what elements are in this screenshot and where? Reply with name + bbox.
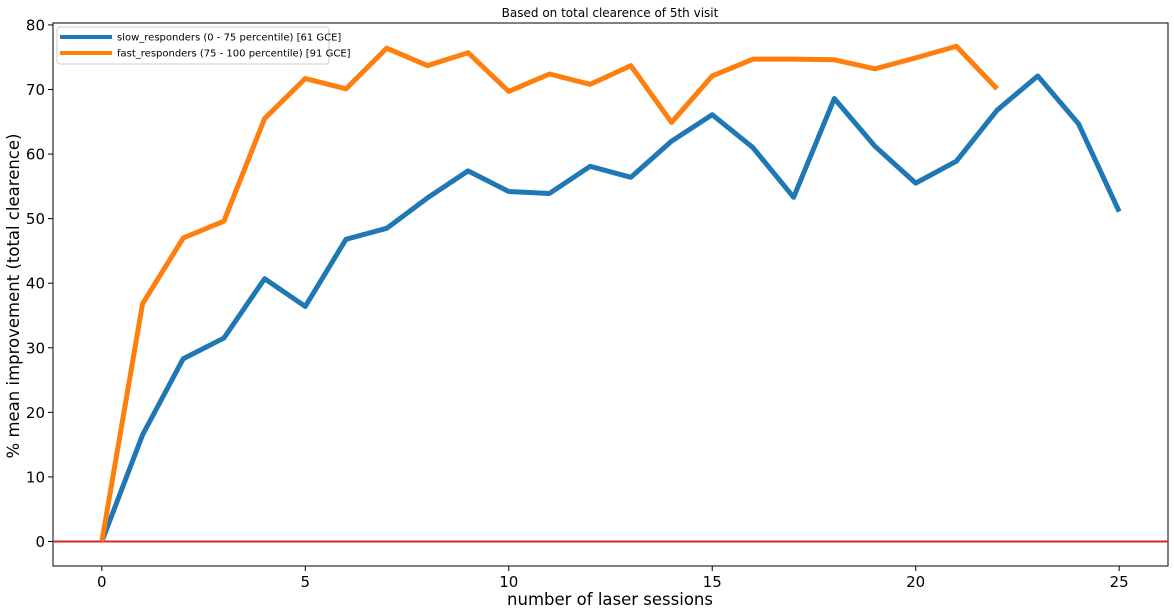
legend-label-slow-responders: slow_responders (0 - 75 percentile) [61 … <box>117 33 341 44</box>
y-axis-label: % mean improvement (total clearence) <box>4 134 23 459</box>
legend-box <box>56 26 330 65</box>
x-tick-label: 20 <box>906 573 925 591</box>
y-tick-label: 40 <box>26 275 45 293</box>
x-axis-label: number of laser sessions <box>507 590 713 609</box>
x-tick-label: 15 <box>703 573 722 591</box>
chart-title: Based on total clearence of 5th visit <box>502 6 719 20</box>
y-tick-label: 10 <box>26 468 45 486</box>
x-tick-label: 25 <box>1110 573 1129 591</box>
y-tick-label: 30 <box>26 339 45 357</box>
y-tick-label: 80 <box>26 16 45 34</box>
y-tick-label: 70 <box>26 81 45 99</box>
y-tick-label: 60 <box>26 146 45 164</box>
legend: slow_responders (0 - 75 percentile) [61 … <box>56 26 351 65</box>
x-tick-label: 5 <box>301 573 311 591</box>
x-tick-label: 10 <box>499 573 518 591</box>
x-tick-label: 0 <box>97 573 107 591</box>
y-tick-label: 50 <box>26 210 45 228</box>
legend-label-fast-responders: fast_responders (75 - 100 percentile) [9… <box>117 49 351 60</box>
y-tick-label: 0 <box>35 533 45 551</box>
series-line-slow-responders <box>99 73 1122 543</box>
y-tick-label: 20 <box>26 404 45 422</box>
series-line-fast-responders <box>99 43 999 542</box>
plot-area-frame <box>52 22 1169 567</box>
